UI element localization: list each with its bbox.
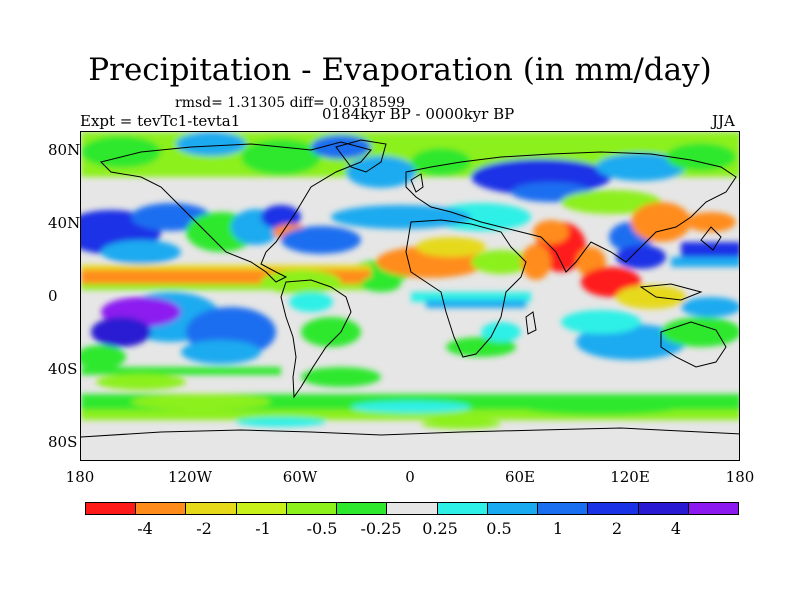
period-label: 0184kyr BP - 0000kyr BP [322, 105, 515, 123]
legend-label-neg2: -2 [196, 519, 212, 538]
lon-label-120w: 120W [167, 468, 213, 486]
continent-outlines [81, 139, 739, 438]
lon-label-60e: 60E [504, 468, 536, 486]
legend-color-box-1 [136, 503, 187, 514]
season-label: JJA [712, 112, 735, 130]
experiment-label: Expt = tevTc1-tevta1 [80, 112, 241, 130]
legend-color-box-4 [286, 503, 338, 514]
rmsd-diff-stats: rmsd= 1.31305 diff= 0.0318599 [175, 95, 405, 111]
legend-color-box-2 [186, 503, 237, 514]
legend-label-neg025: -0.25 [360, 519, 402, 538]
legend-label-pos4: 4 [670, 519, 682, 538]
legend-color-box-6 [387, 503, 438, 514]
lat-label-eq: 0 [48, 287, 58, 305]
legend-label-pos2: 2 [611, 519, 623, 538]
lat-label-40n: 40N [48, 214, 81, 232]
legend-color-box-9 [538, 503, 589, 514]
legend-color-box-11 [638, 503, 689, 514]
legend-label-neg4: -4 [137, 519, 153, 538]
color-legend-bar [85, 502, 739, 515]
lat-label-40s: 40S [48, 360, 78, 378]
legend-color-box-7 [437, 503, 488, 514]
lat-label-80s: 80S [48, 433, 78, 451]
legend-label-neg1: -1 [255, 519, 271, 538]
lon-label-60w: 60W [282, 468, 318, 486]
legend-label-pos05: 0.5 [486, 519, 512, 538]
field-shading [81, 132, 739, 429]
map-title: Precipitation - Evaporation (in mm/day) [88, 52, 712, 88]
legend-color-box-5 [337, 503, 388, 514]
lon-label-0: 0 [405, 468, 415, 486]
lat-label-80n: 80N [48, 141, 81, 159]
lon-label-180w: 180 [65, 468, 95, 486]
legend-color-box-12 [688, 503, 739, 514]
legend-label-neg05: -0.5 [306, 519, 338, 538]
lon-label-120e: 120E [610, 468, 650, 486]
map-canvas [81, 132, 739, 460]
legend-color-box-10 [588, 503, 639, 514]
legend-color-box-0 [86, 503, 137, 514]
precip-minus-evap-map [80, 131, 740, 461]
legend-color-box-8 [487, 503, 539, 514]
legend-color-box-3 [236, 503, 287, 514]
lon-label-180e: 180 [725, 468, 755, 486]
legend-label-pos025: 0.25 [422, 519, 458, 538]
legend-label-pos1: 1 [552, 519, 564, 538]
